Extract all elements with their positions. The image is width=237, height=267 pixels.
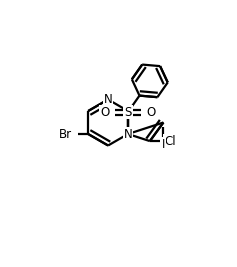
Text: Cl: Cl bbox=[164, 135, 176, 148]
Text: O: O bbox=[146, 105, 156, 119]
Text: I: I bbox=[162, 138, 165, 151]
Text: N: N bbox=[104, 93, 112, 106]
Text: O: O bbox=[100, 105, 110, 119]
Text: S: S bbox=[124, 105, 132, 119]
Text: N: N bbox=[124, 128, 132, 140]
Text: Br: Br bbox=[59, 128, 72, 140]
